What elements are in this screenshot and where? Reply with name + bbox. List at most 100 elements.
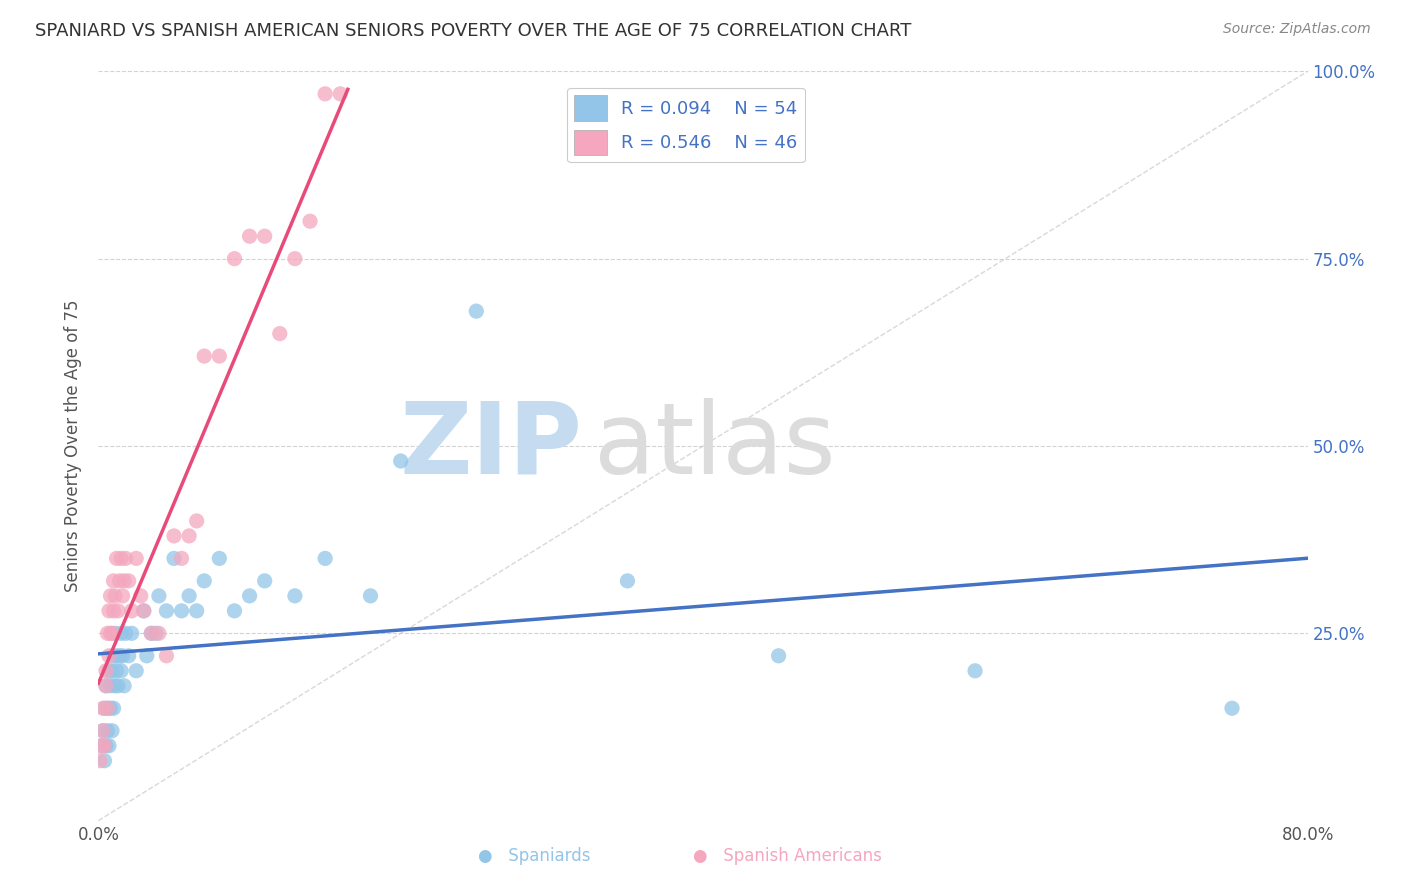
Point (132, 604, 155, 618)
Point (284, 589, 307, 603)
Text: ZIP: ZIP (399, 398, 582, 494)
Point (110, 551, 132, 566)
Text: SPANIARD VS SPANISH AMERICAN SENIORS POVERTY OVER THE AGE OF 75 CORRELATION CHAR: SPANIARD VS SPANISH AMERICAN SENIORS POV… (35, 22, 911, 40)
Point (103, 604, 125, 618)
Point (93, 701, 115, 715)
Point (107, 679, 129, 693)
Point (163, 551, 186, 566)
Point (239, 229, 262, 244)
Point (101, 723, 124, 738)
Point (135, 648, 157, 663)
Point (110, 626, 132, 640)
Point (96, 723, 118, 738)
Legend: R = 0.094    N = 54, R = 0.546    N = 46: R = 0.094 N = 54, R = 0.546 N = 46 (567, 88, 804, 162)
Text: Source: ZipAtlas.com: Source: ZipAtlas.com (1223, 22, 1371, 37)
Point (103, 701, 125, 715)
Point (101, 664, 124, 678)
Point (91, 701, 114, 715)
Point (100, 589, 122, 603)
Point (100, 701, 122, 715)
Point (100, 626, 122, 640)
Point (90, 739, 112, 753)
Point (94, 679, 117, 693)
Point (100, 679, 122, 693)
Point (284, 252, 307, 266)
Point (329, 87, 352, 101)
Point (96, 626, 118, 640)
Point (269, 326, 291, 341)
Point (98, 604, 121, 618)
Point (179, 589, 201, 603)
Point (121, 604, 143, 618)
Point (170, 551, 193, 566)
Point (186, 514, 208, 528)
Point (94, 679, 117, 693)
Point (98, 739, 121, 753)
Point (141, 626, 163, 640)
Point (105, 648, 128, 663)
Point (965, 664, 987, 678)
Point (239, 589, 262, 603)
Point (110, 664, 132, 678)
Point (299, 214, 322, 228)
Point (111, 648, 134, 663)
Point (89, 754, 111, 768)
Text: atlas: atlas (595, 398, 835, 494)
Point (114, 626, 136, 640)
Point (465, 304, 488, 318)
Point (170, 604, 193, 618)
Point (163, 529, 186, 543)
Point (98, 648, 121, 663)
Point (125, 551, 148, 566)
Point (103, 648, 125, 663)
Point (253, 574, 276, 588)
Point (224, 252, 246, 266)
Point (93, 754, 115, 768)
Point (314, 551, 336, 566)
Point (132, 604, 155, 618)
Point (105, 664, 128, 678)
Point (93, 739, 115, 753)
Point (114, 551, 136, 566)
Point (253, 229, 276, 244)
Point (145, 626, 167, 640)
Point (125, 664, 148, 678)
Point (94, 664, 117, 678)
Y-axis label: Seniors Poverty Over the Age of 75: Seniors Poverty Over the Age of 75 (65, 300, 83, 592)
Point (104, 626, 127, 640)
Text: ●   Spanish Americans: ● Spanish Americans (693, 847, 882, 865)
Point (148, 589, 170, 603)
Point (96, 701, 118, 715)
Point (91, 723, 114, 738)
Point (94, 739, 117, 753)
Point (186, 604, 208, 618)
Point (108, 574, 131, 588)
Point (107, 604, 129, 618)
Point (101, 626, 124, 640)
Point (90, 739, 112, 753)
Point (768, 648, 790, 663)
Point (121, 626, 143, 640)
Point (208, 551, 231, 566)
Point (360, 589, 382, 603)
Point (112, 574, 135, 588)
Point (129, 589, 152, 603)
Point (389, 454, 412, 468)
Point (98, 664, 121, 678)
Point (91, 723, 114, 738)
Point (108, 648, 131, 663)
Point (224, 604, 246, 618)
Point (148, 626, 170, 640)
Text: ●   Spaniards: ● Spaniards (478, 847, 591, 865)
Point (1220, 701, 1243, 715)
Point (155, 604, 177, 618)
Point (105, 551, 128, 566)
Point (111, 589, 134, 603)
Point (208, 349, 231, 363)
Point (118, 574, 141, 588)
Point (141, 626, 163, 640)
Point (96, 701, 118, 715)
Point (179, 529, 201, 543)
Point (193, 574, 215, 588)
Point (103, 574, 125, 588)
